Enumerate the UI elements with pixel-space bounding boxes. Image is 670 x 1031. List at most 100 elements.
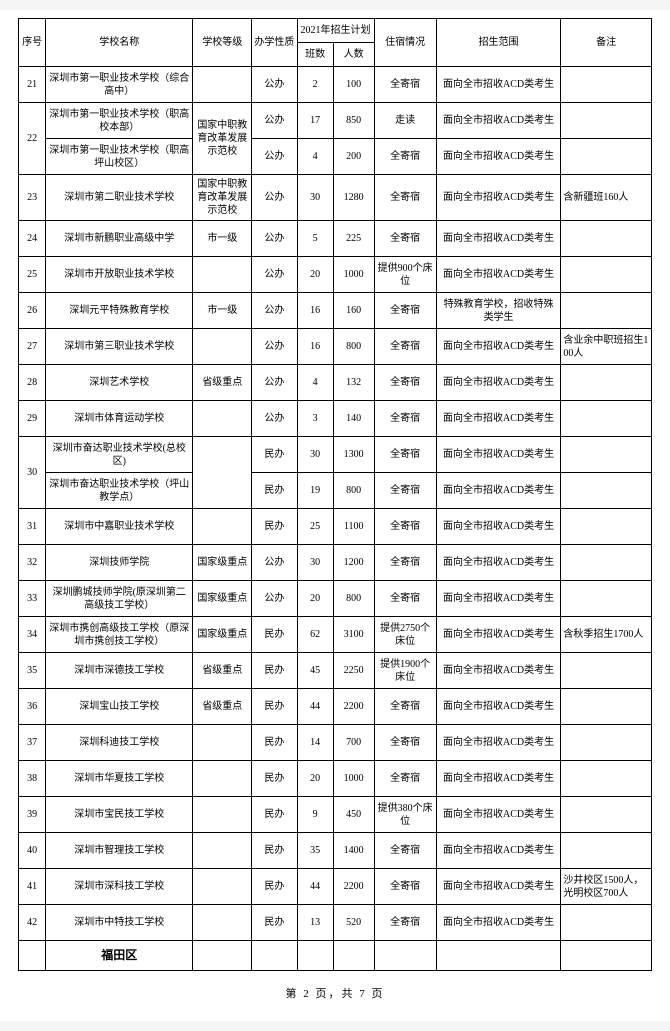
- cell-people: 200: [333, 139, 374, 175]
- cell-index: 36: [19, 689, 46, 725]
- cell-scope: 面向全市招收ACD类考生: [436, 175, 561, 221]
- enrollment-table: 序号 学校名称 学校等级 办学性质 2021年招生计划 住宿情况 招生范围 备注…: [18, 18, 652, 971]
- cell-type: 民办: [252, 437, 297, 473]
- cell-remarks: [561, 545, 652, 581]
- cell-people: 800: [333, 581, 374, 617]
- cell-people: 1200: [333, 545, 374, 581]
- cell-empty: [561, 941, 652, 971]
- cell-boarding: 全寄宿: [374, 689, 436, 725]
- cell-remarks: [561, 833, 652, 869]
- cell-school-level: 国家级重点: [193, 545, 252, 581]
- header-index: 序号: [19, 19, 46, 67]
- cell-people: 1000: [333, 257, 374, 293]
- cell-classes: 25: [297, 509, 333, 545]
- cell-boarding: 全寄宿: [374, 545, 436, 581]
- cell-school-level: [193, 725, 252, 761]
- table-row: 29深圳市体育运动学校公办3140全寄宿面向全市招收ACD类考生: [19, 401, 652, 437]
- cell-type: 公办: [252, 103, 297, 139]
- cell-school-level: 国家中职教育改革发展示范校: [193, 103, 252, 175]
- cell-boarding: 提供900个床位: [374, 257, 436, 293]
- cell-scope: 面向全市招收ACD类考生: [436, 329, 561, 365]
- cell-classes: 44: [297, 869, 333, 905]
- cell-classes: 19: [297, 473, 333, 509]
- cell-index: 26: [19, 293, 46, 329]
- cell-school-level: [193, 257, 252, 293]
- cell-classes: 2: [297, 67, 333, 103]
- table-row: 25深圳市开放职业技术学校公办201000提供900个床位面向全市招收ACD类考…: [19, 257, 652, 293]
- cell-school-level: 国家级重点: [193, 581, 252, 617]
- cell-empty: [193, 941, 252, 971]
- header-scope: 招生范围: [436, 19, 561, 67]
- cell-index: 25: [19, 257, 46, 293]
- cell-scope: 面向全市招收ACD类考生: [436, 509, 561, 545]
- cell-classes: 14: [297, 725, 333, 761]
- cell-scope: 面向全市招收ACD类考生: [436, 617, 561, 653]
- cell-boarding: 全寄宿: [374, 725, 436, 761]
- header-classes: 班数: [297, 43, 333, 67]
- table-row: 22深圳市第一职业技术学校（职高校本部）国家中职教育改革发展示范校公办17850…: [19, 103, 652, 139]
- cell-classes: 3: [297, 401, 333, 437]
- cell-people: 100: [333, 67, 374, 103]
- table-row: 27深圳市第三职业技术学校公办16800全寄宿面向全市招收ACD类考生含业余中职…: [19, 329, 652, 365]
- cell-remarks: [561, 797, 652, 833]
- cell-boarding: 走读: [374, 103, 436, 139]
- cell-scope: 面向全市招收ACD类考生: [436, 401, 561, 437]
- cell-remarks: 沙井校区1500人，光明校区700人: [561, 869, 652, 905]
- cell-school-name: 深圳市第一职业技术学校（职高校本部）: [46, 103, 193, 139]
- cell-index: 33: [19, 581, 46, 617]
- cell-people: 850: [333, 103, 374, 139]
- cell-type: 公办: [252, 67, 297, 103]
- cell-school-name: 深圳市奋达职业技术学校（坪山教学点）: [46, 473, 193, 509]
- cell-school-name: 深圳科迪技工学校: [46, 725, 193, 761]
- cell-school-name: 深圳鹏城技师学院(原深圳第二高级技工学校）: [46, 581, 193, 617]
- cell-school-level: 国家中职教育改革发展示范校: [193, 175, 252, 221]
- table-row: 33深圳鹏城技师学院(原深圳第二高级技工学校）国家级重点公办20800全寄宿面向…: [19, 581, 652, 617]
- cell-school-name: 深圳市深科技工学校: [46, 869, 193, 905]
- cell-remarks: [561, 581, 652, 617]
- cell-classes: 17: [297, 103, 333, 139]
- cell-index: 34: [19, 617, 46, 653]
- cell-classes: 35: [297, 833, 333, 869]
- cell-school-level: [193, 437, 252, 509]
- cell-people: 800: [333, 473, 374, 509]
- table-row: 37深圳科迪技工学校民办14700全寄宿面向全市招收ACD类考生: [19, 725, 652, 761]
- cell-scope: 面向全市招收ACD类考生: [436, 689, 561, 725]
- cell-boarding: 提供1900个床位: [374, 653, 436, 689]
- cell-remarks: [561, 761, 652, 797]
- cell-scope: 面向全市招收ACD类考生: [436, 473, 561, 509]
- cell-remarks: 含秋季招生1700人: [561, 617, 652, 653]
- cell-remarks: [561, 257, 652, 293]
- cell-index: 32: [19, 545, 46, 581]
- cell-classes: 20: [297, 257, 333, 293]
- table-row: 38深圳市华夏技工学校民办201000全寄宿面向全市招收ACD类考生: [19, 761, 652, 797]
- cell-scope: 面向全市招收ACD类考生: [436, 761, 561, 797]
- cell-people: 2250: [333, 653, 374, 689]
- table-row: 39深圳市宝民技工学校民办9450提供380个床位面向全市招收ACD类考生: [19, 797, 652, 833]
- table-row: 35深圳市深德技工学校省级重点民办452250提供1900个床位面向全市招收AC…: [19, 653, 652, 689]
- cell-school-name: 深圳元平特殊教育学校: [46, 293, 193, 329]
- cell-people: 225: [333, 221, 374, 257]
- cell-boarding: 全寄宿: [374, 401, 436, 437]
- table-row: 深圳市第一职业技术学校（职高坪山校区）公办4200全寄宿面向全市招收ACD类考生: [19, 139, 652, 175]
- cell-boarding: 全寄宿: [374, 833, 436, 869]
- header-boarding: 住宿情况: [374, 19, 436, 67]
- cell-index: 21: [19, 67, 46, 103]
- cell-school-name: 深圳市中特技工学校: [46, 905, 193, 941]
- cell-remarks: [561, 725, 652, 761]
- cell-school-level: 省级重点: [193, 653, 252, 689]
- header-plan-group: 2021年招生计划: [297, 19, 374, 43]
- cell-people: 1400: [333, 833, 374, 869]
- table-row: 31深圳市中嘉职业技术学校民办251100全寄宿面向全市招收ACD类考生: [19, 509, 652, 545]
- cell-boarding: 全寄宿: [374, 329, 436, 365]
- cell-remarks: 含业余中职班招生100人: [561, 329, 652, 365]
- cell-index: 42: [19, 905, 46, 941]
- cell-classes: 44: [297, 689, 333, 725]
- cell-people: 800: [333, 329, 374, 365]
- cell-remarks: [561, 653, 652, 689]
- cell-school-name: 深圳市第一职业技术学校（职高坪山校区）: [46, 139, 193, 175]
- cell-scope: 面向全市招收ACD类考生: [436, 365, 561, 401]
- cell-index: 30: [19, 437, 46, 509]
- header-people: 人数: [333, 43, 374, 67]
- cell-type: 公办: [252, 365, 297, 401]
- cell-school-name: 深圳市华夏技工学校: [46, 761, 193, 797]
